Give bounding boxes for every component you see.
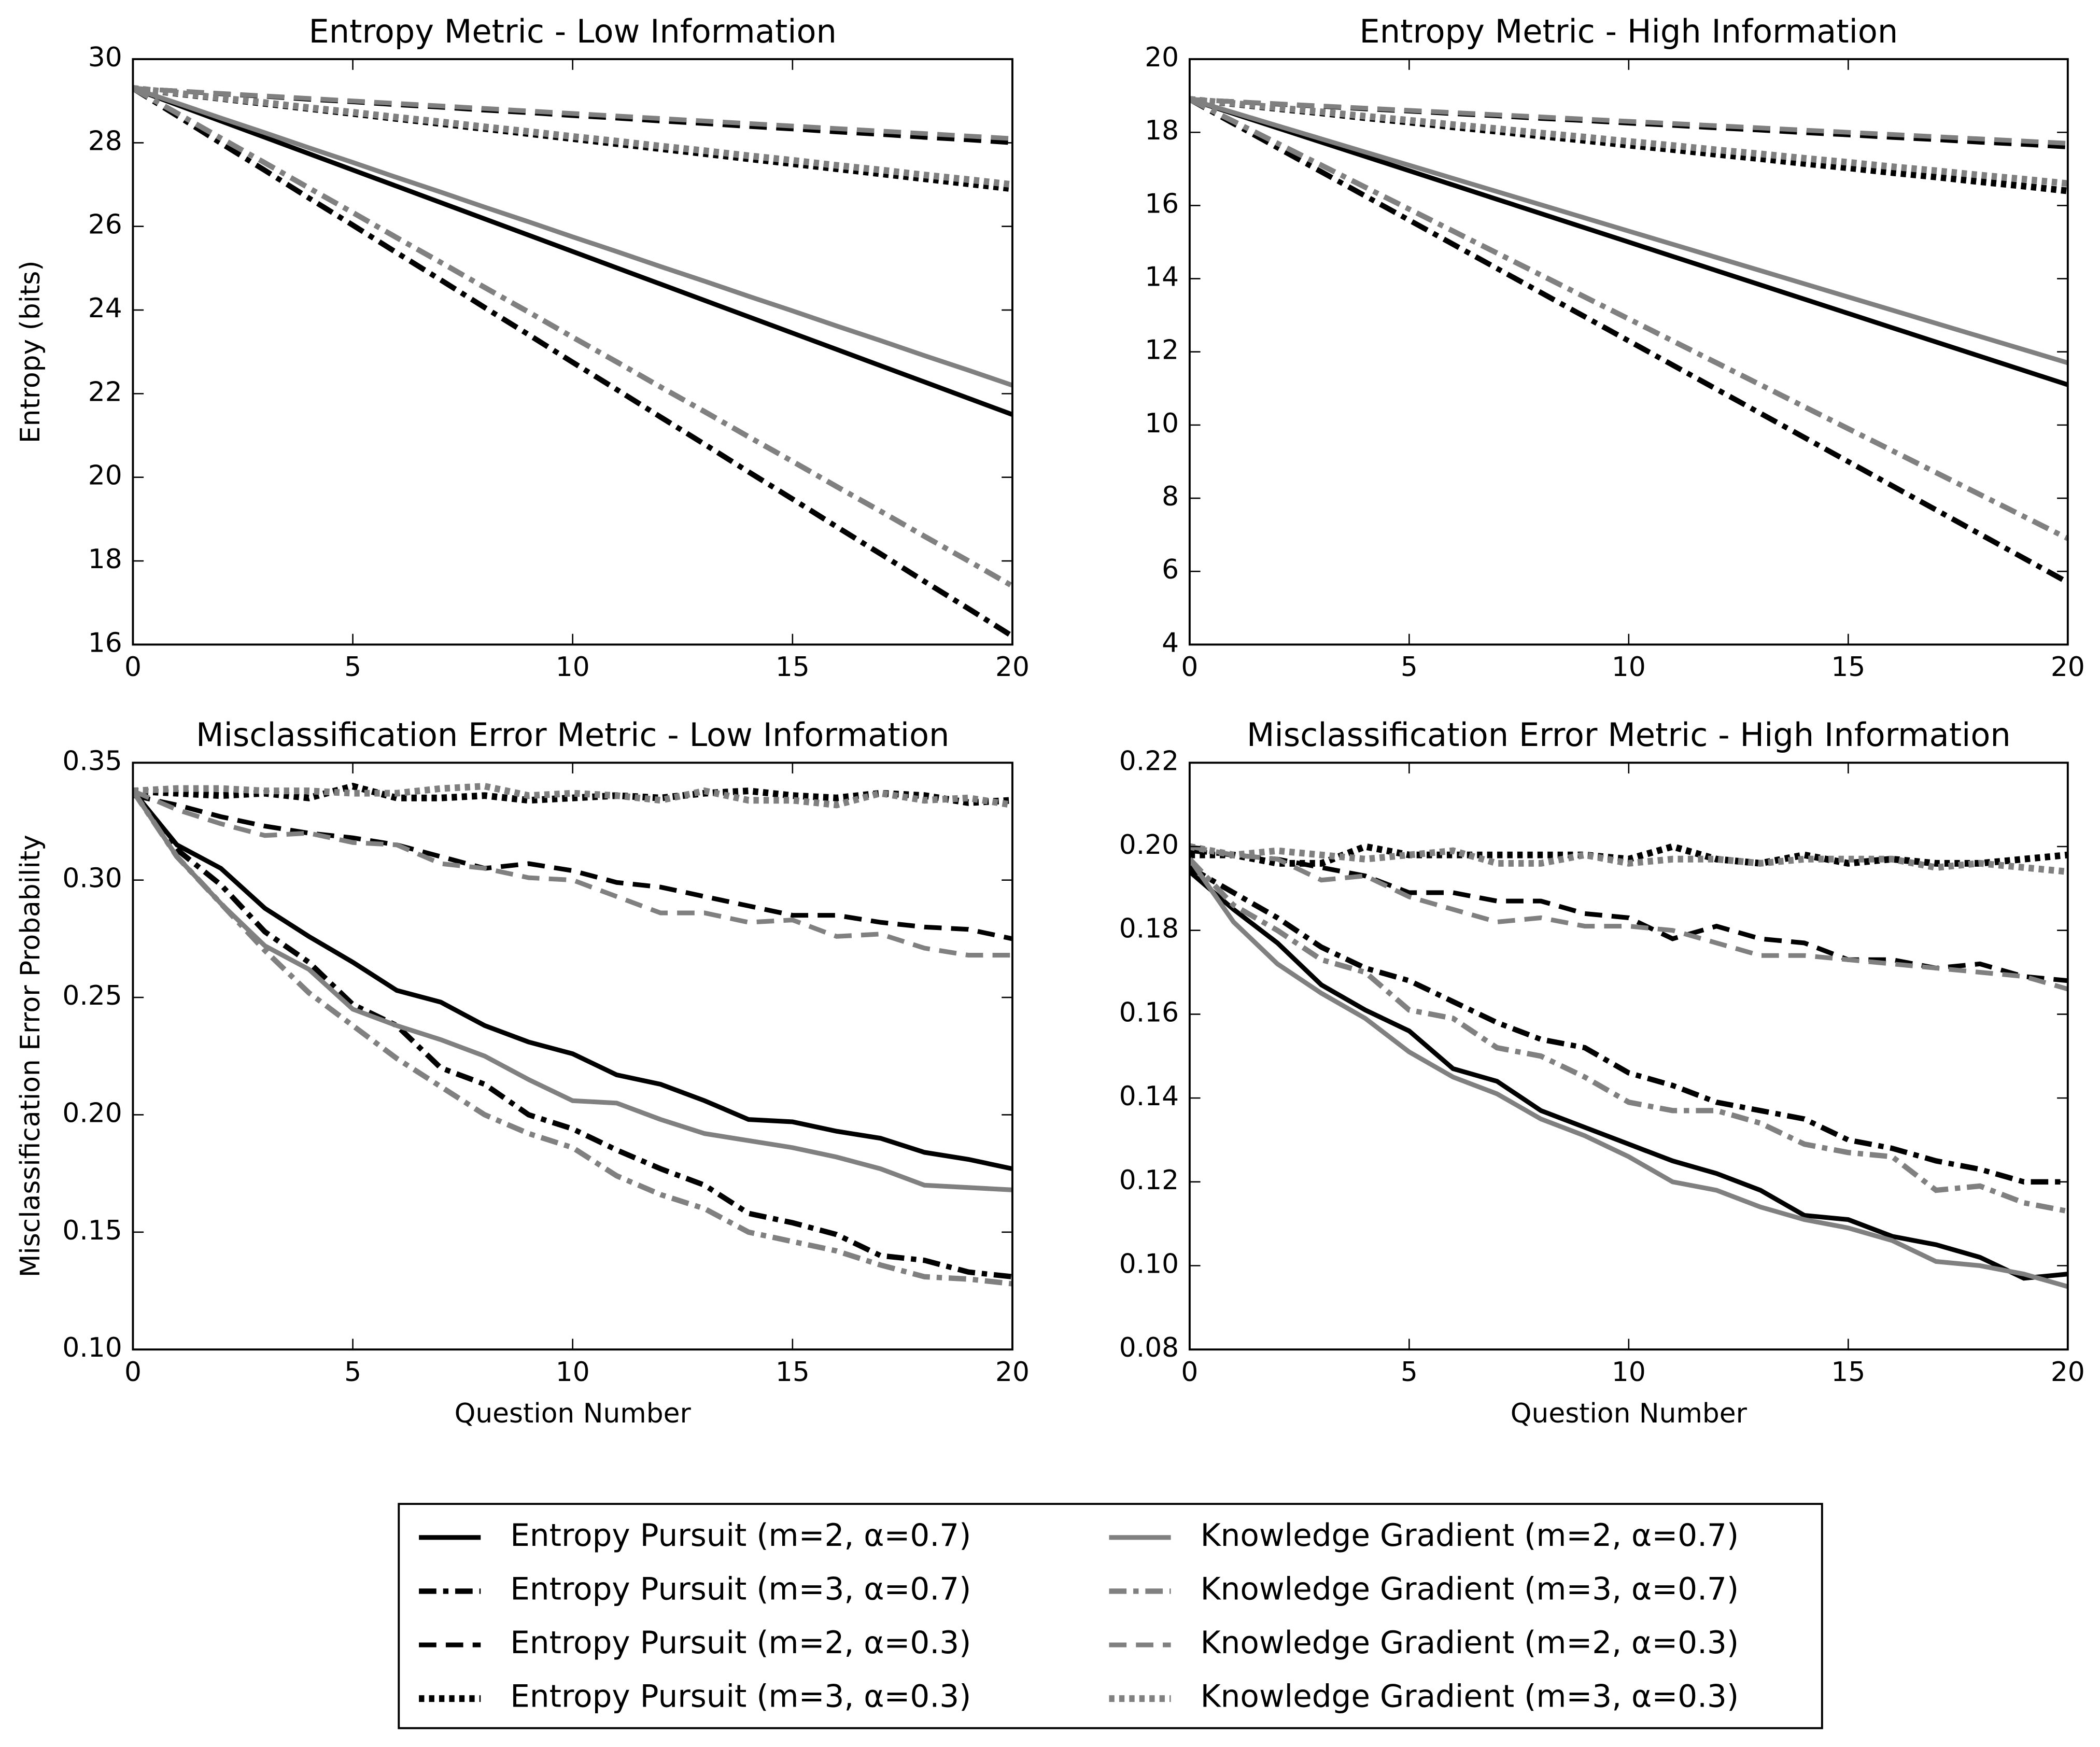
y-tick-label: 20	[88, 460, 122, 491]
x-tick-label: 20	[995, 1357, 1030, 1388]
y-tick-label: 0.12	[1119, 1165, 1179, 1196]
series-line	[133, 788, 1012, 958]
series-line	[1189, 843, 2068, 867]
series-line	[133, 793, 1012, 941]
series-line	[133, 86, 1012, 417]
series-line	[133, 789, 1012, 1172]
x-tick-label: 15	[776, 1357, 810, 1388]
x-tick-label: 0	[1181, 1357, 1198, 1388]
x-tick-label: 0	[1181, 652, 1198, 683]
y-tick-label: 0.25	[62, 980, 122, 1011]
y-tick-label: 18	[1145, 115, 1179, 146]
y-tick-label: 12	[1145, 335, 1179, 366]
y-tick-label: 0.14	[1119, 1081, 1179, 1112]
series-line	[133, 86, 1012, 588]
chart-title: Entropy Metric - High Information	[1359, 12, 1898, 50]
x-axis-label: Question Number	[1511, 1398, 1747, 1429]
y-tick-label: 22	[88, 376, 122, 407]
series-line	[133, 86, 1012, 639]
x-tick-label: 5	[1401, 652, 1418, 683]
y-tick-label: 0.10	[62, 1332, 122, 1363]
series-line	[133, 783, 1012, 809]
legend-label: Entropy Pursuit (m=3, α=0.7)	[510, 1572, 971, 1608]
series-line	[1189, 97, 2068, 541]
legend-label: Knowledge Gradient (m=2, α=0.7)	[1201, 1518, 1739, 1554]
y-tick-label: 6	[1162, 554, 1179, 585]
y-tick-label: 16	[88, 627, 122, 658]
legend-label: Knowledge Gradient (m=3, α=0.3)	[1201, 1679, 1739, 1715]
chart-title: Misclassification Error Metric - High In…	[1247, 716, 2011, 754]
y-tick-label: 16	[1145, 188, 1179, 219]
series-line	[1189, 865, 2068, 1185]
x-tick-label: 0	[124, 1357, 142, 1388]
x-tick-label: 10	[556, 1357, 590, 1388]
x-tick-label: 10	[556, 652, 590, 683]
legend-label: Knowledge Gradient (m=3, α=0.7)	[1201, 1572, 1739, 1608]
legend-label: Entropy Pursuit (m=2, α=0.7)	[510, 1518, 971, 1554]
legend-box	[398, 1503, 1823, 1729]
y-axis-label: Entropy (bits)	[15, 260, 46, 443]
x-tick-label: 20	[2051, 652, 2085, 683]
y-tick-label: 26	[88, 209, 122, 241]
x-tick-label: 5	[1401, 1357, 1418, 1388]
y-tick-label: 10	[1145, 408, 1179, 439]
y-tick-label: 0.35	[62, 745, 122, 777]
chart-title: Entropy Metric - Low Information	[309, 12, 837, 50]
x-tick-label: 0	[124, 652, 142, 683]
x-tick-label: 10	[1612, 1357, 1646, 1388]
x-tick-label: 20	[995, 652, 1030, 683]
y-tick-label: 0.10	[1119, 1249, 1179, 1280]
y-tick-label: 0.22	[1119, 745, 1179, 777]
y-tick-label: 4	[1162, 627, 1179, 658]
y-tick-label: 24	[88, 293, 122, 324]
y-axis-label: Misclassification Error Probability	[15, 835, 46, 1277]
series-line	[133, 86, 1012, 388]
series-line	[133, 789, 1012, 1280]
y-tick-label: 0.20	[1119, 829, 1179, 861]
chart-title: Misclassification Error Metric - Low Inf…	[196, 716, 949, 754]
series-line	[133, 789, 1012, 1287]
x-axis-label: Question Number	[455, 1398, 692, 1429]
y-tick-label: 0.08	[1119, 1332, 1179, 1363]
x-tick-label: 5	[344, 652, 361, 683]
legend-label: Knowledge Gradient (m=2, α=0.3)	[1201, 1625, 1739, 1661]
x-tick-label: 10	[1612, 652, 1646, 683]
legend-label: Entropy Pursuit (m=2, α=0.3)	[510, 1625, 971, 1661]
x-tick-label: 15	[776, 652, 810, 683]
legend-label: Entropy Pursuit (m=3, α=0.3)	[510, 1679, 971, 1715]
y-tick-label: 8	[1162, 481, 1179, 512]
x-tick-label: 20	[2051, 1357, 2085, 1388]
series-line	[133, 85, 1012, 188]
series-line	[133, 85, 1012, 192]
y-tick-label: 0.30	[62, 863, 122, 894]
series-line	[1189, 870, 2068, 1281]
series-line	[133, 790, 1012, 1192]
series-line	[1189, 843, 2068, 875]
y-tick-label: 0.18	[1119, 913, 1179, 945]
x-tick-label: 15	[1831, 1357, 1865, 1388]
series-line	[1189, 97, 2068, 585]
series-line	[1189, 97, 2068, 387]
y-tick-label: 14	[1145, 262, 1179, 293]
y-tick-label: 0.16	[1119, 997, 1179, 1028]
plot-frame	[1188, 58, 2069, 646]
y-tick-label: 0.15	[62, 1215, 122, 1246]
series-line	[1189, 97, 2068, 146]
y-tick-label: 0.20	[62, 1097, 122, 1129]
series-line	[1189, 97, 2068, 365]
series-line	[1189, 96, 2068, 194]
series-line	[133, 86, 1012, 141]
series-line	[1189, 848, 2068, 983]
series-line	[1189, 857, 2068, 1289]
x-tick-label: 5	[344, 1357, 361, 1388]
y-tick-label: 18	[88, 544, 122, 575]
x-tick-label: 15	[1831, 652, 1865, 683]
y-tick-label: 28	[88, 125, 122, 157]
y-tick-label: 30	[88, 42, 122, 73]
y-tick-label: 20	[1145, 42, 1179, 73]
series-line	[1189, 857, 2068, 1214]
